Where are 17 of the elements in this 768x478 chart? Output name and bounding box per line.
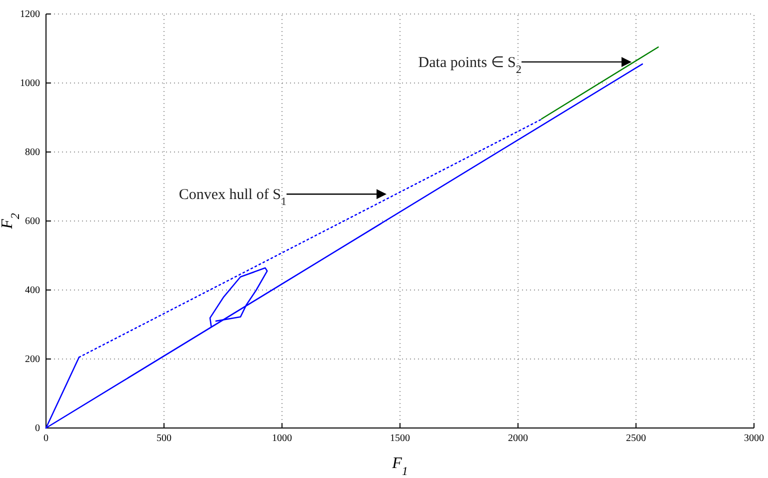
x-tick-label: 500 (156, 433, 172, 444)
y-tick-label: 600 (25, 216, 40, 228)
x-tick-label: 2000 (508, 433, 528, 444)
annotation: Data points ∈ S$_{2}$ (418, 54, 522, 76)
y-tick-label: 800 (25, 147, 40, 158)
x-tick-label: 2500 (626, 433, 646, 444)
y-tick-label: 400 (25, 285, 40, 296)
y-tick-label: 200 (25, 354, 40, 366)
x-tick-label: 3000 (744, 433, 764, 444)
y-tick-label: 1200 (20, 9, 40, 20)
x-tick-label: 0 (44, 433, 48, 444)
y-tick-label: 0 (35, 423, 40, 434)
x-tick-label: 1000 (272, 433, 292, 444)
y-tick-label: 1000 (20, 78, 40, 90)
x-axis-title: F$_{1}$ (391, 455, 408, 478)
x-tick-label: 1500 (390, 433, 410, 444)
annotation: Convex hull of S$_{1}$ (178, 187, 287, 208)
